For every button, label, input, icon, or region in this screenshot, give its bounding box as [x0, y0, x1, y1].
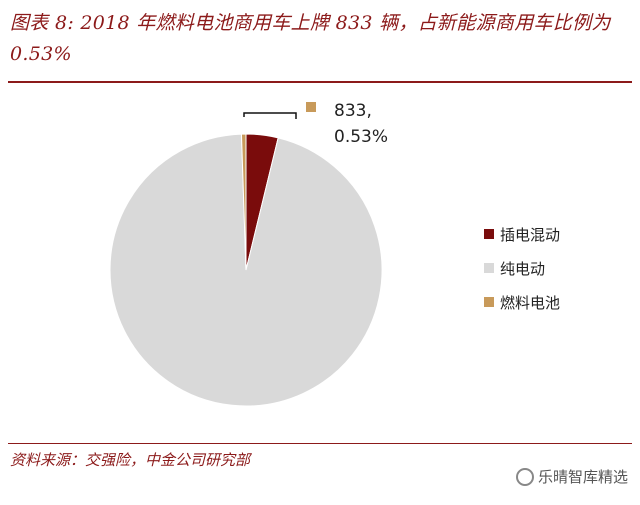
- legend-swatch-phev: [484, 229, 494, 239]
- legend-label-phev: 插电混动: [500, 225, 561, 244]
- label-leader-line: [243, 112, 297, 119]
- watermark-text: 乐晴智库精选: [537, 468, 628, 486]
- label-swatch-fuel-cell: [306, 102, 316, 112]
- pie-slices: [109, 133, 383, 407]
- slice-fuel-cell: [240, 133, 247, 271]
- chart-legend: 插电混动 纯电动 燃料电池: [484, 224, 560, 326]
- legend-item-bev: 纯电动: [484, 258, 560, 278]
- data-label-fuel-cell: 833, 0.53%: [334, 98, 388, 150]
- legend-item-fuel-cell: 燃料电池: [484, 292, 560, 312]
- data-label-line2: 0.53%: [334, 127, 389, 147]
- slice-bev: [109, 133, 383, 407]
- chart-title: 图表 8: 2018 年燃料电池商用车上牌 833 辆，占新能源商用车比例为 0…: [10, 12, 611, 65]
- footer-divider: [8, 443, 632, 444]
- title-divider: [8, 81, 632, 83]
- legend-swatch-fuel-cell: [484, 297, 494, 307]
- legend-swatch-bev: [484, 263, 494, 273]
- legend-item-phev: 插电混动: [484, 224, 560, 244]
- source-note: 资料来源：交强险，中金公司研究部: [10, 451, 251, 469]
- watermark: 乐晴智库精选: [515, 466, 628, 487]
- wechat-icon: [515, 467, 534, 486]
- data-label-line1: 833,: [334, 101, 372, 121]
- legend-label-fuel-cell: 燃料电池: [500, 293, 561, 312]
- legend-label-bev: 纯电动: [500, 259, 546, 278]
